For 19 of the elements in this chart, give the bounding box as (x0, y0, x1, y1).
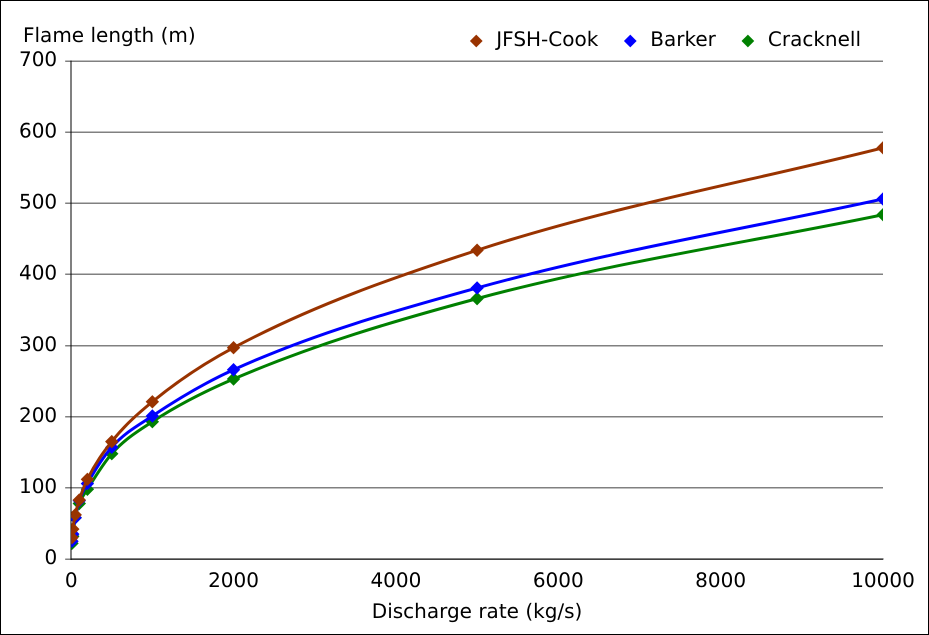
x-tick-label: 8000 (695, 568, 746, 592)
x-tick-label: 0 (64, 568, 78, 592)
legend-label: Cracknell (768, 27, 862, 52)
x-tick-label: 4000 (370, 568, 422, 592)
y-tick-label: 400 (18, 260, 58, 285)
x-tick-label: 6000 (532, 568, 584, 592)
x-axis-title: Discharge rate (kg/s) (372, 599, 582, 624)
x-tick-label: 2000 (208, 568, 259, 592)
x-tick-label: 10000 (851, 568, 915, 592)
y-tick-label: 600 (18, 118, 58, 142)
y-tick-label: 300 (18, 332, 58, 356)
y-tick-label: 100 (18, 474, 58, 498)
y-tick-label: 200 (18, 402, 58, 427)
legend-label: Barker (650, 27, 717, 52)
y-tick-label: 700 (18, 47, 58, 72)
legend-label: JFSH-Cook (494, 27, 599, 52)
y-axis-title: Flame length (m) (23, 23, 196, 47)
y-tick-label: 500 (18, 189, 58, 214)
y-tick-label: 0 (44, 545, 58, 570)
